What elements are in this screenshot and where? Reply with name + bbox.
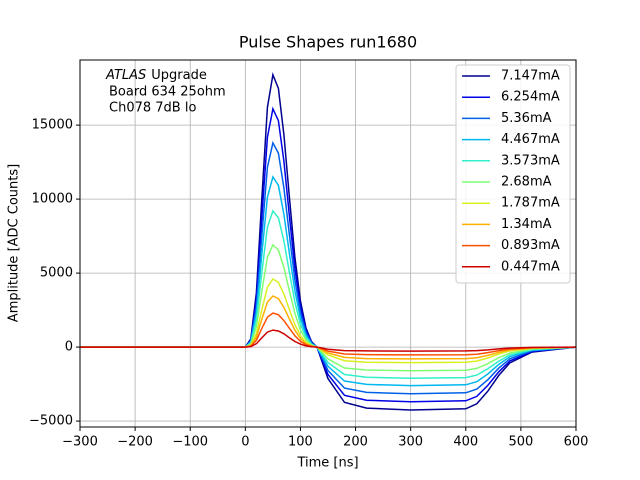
x-tick-label: 500 [508, 435, 533, 450]
legend-label: 6.254mA [501, 90, 560, 105]
legend-label: 7.147mA [501, 69, 560, 84]
legend-box [455, 64, 571, 284]
legend-label: 5.36mA [501, 111, 552, 126]
annotation-line: Ch078 7dB lo [109, 101, 196, 116]
x-tick-label: 600 [564, 435, 589, 450]
series-line [80, 140, 577, 395]
legend-label: 1.34mA [501, 217, 552, 232]
legend-label: 4.467mA [501, 132, 560, 147]
y-tick-label: −5000 [29, 414, 73, 429]
legend-label: 3.573mA [501, 153, 560, 168]
series-line [80, 175, 577, 387]
legend-label: 0.893mA [501, 238, 560, 253]
series-line [80, 312, 577, 356]
y-tick-label: 5000 [40, 266, 73, 281]
y-tick-label: 15000 [32, 118, 73, 133]
series-line [80, 243, 577, 372]
series-line [80, 329, 577, 352]
x-tick-label: −300 [62, 435, 98, 450]
legend-label: 0.447mA [501, 259, 560, 274]
y-tick-label: 0 [65, 340, 73, 355]
annotation-emphasis: ATLAS [105, 68, 146, 83]
x-tick-label: 300 [398, 435, 423, 450]
x-tick-label: 200 [343, 435, 368, 450]
x-tick-label: 100 [288, 435, 313, 450]
x-axis-label: Time [ns] [296, 456, 358, 471]
x-tick-label: −200 [117, 435, 153, 450]
legend-label: 1.787mA [501, 196, 560, 211]
y-axis-label: Amplitude [ADC Counts] [7, 164, 22, 322]
x-tick-label: 0 [241, 435, 249, 450]
annotation-text: Upgrade [151, 68, 207, 83]
y-tick-label: 10000 [32, 192, 73, 207]
chart-title: Pulse Shapes run1680 [239, 33, 417, 52]
annotation: ATLAS Upgrade [105, 68, 207, 83]
plot-frame [79, 59, 577, 428]
series-line [80, 209, 577, 379]
annotation-line: Board 634 25ohm [109, 85, 226, 100]
legend-label: 2.68mA [501, 175, 552, 190]
x-tick-label: 400 [453, 435, 478, 450]
x-tick-label: −100 [172, 435, 208, 450]
